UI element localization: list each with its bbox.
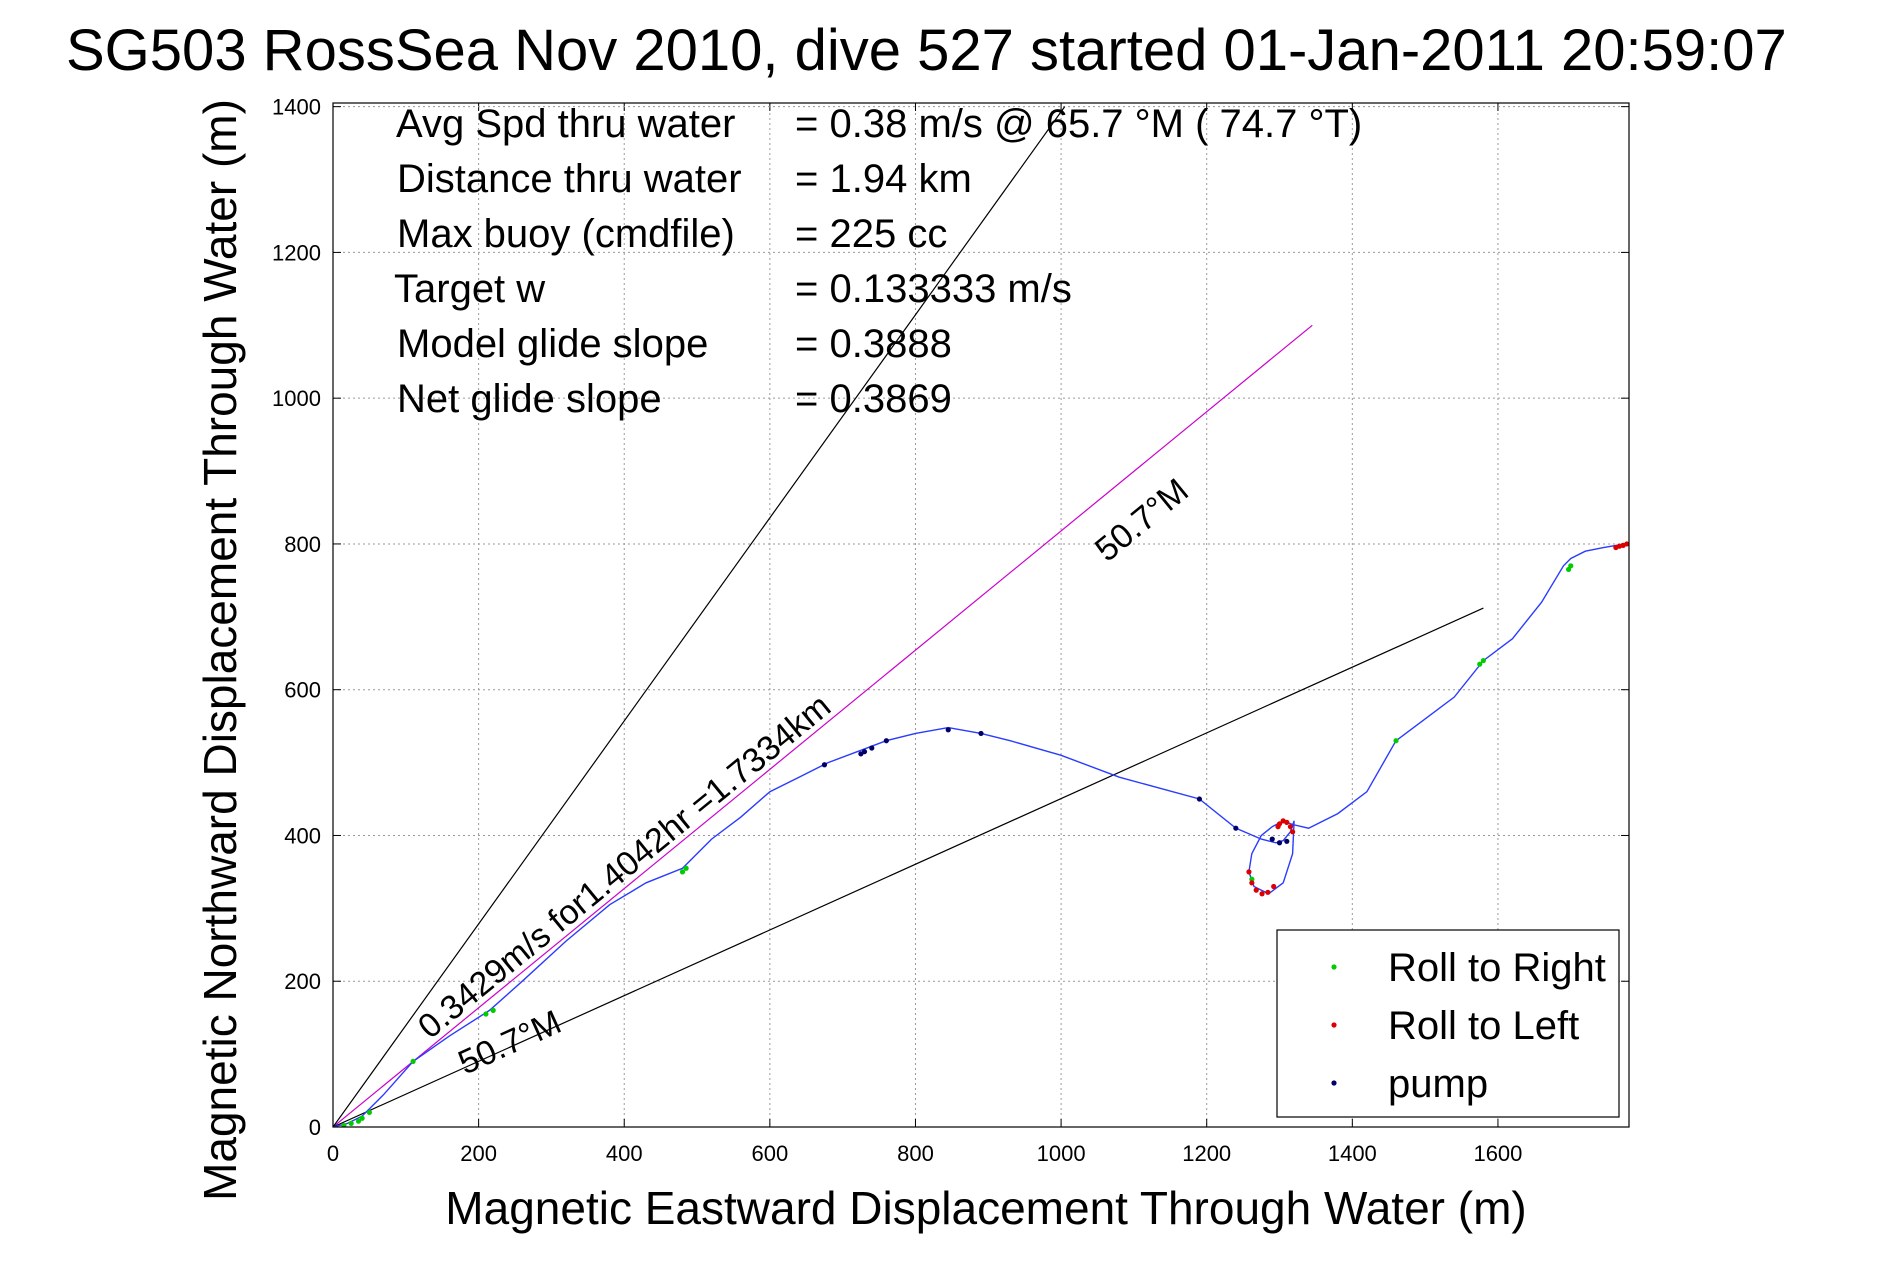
y-axis-title: Magnetic Northward Displacement Through … [194, 99, 246, 1201]
roll-to-left-point [1271, 883, 1277, 890]
info-label: Max buoy (cmdfile) [397, 212, 735, 256]
plot-frame [332, 102, 1630, 1128]
x-tick-label: 1600 [1473, 1141, 1522, 1166]
x-tick-label: 1200 [1182, 1141, 1231, 1166]
pump-point [869, 745, 875, 751]
reference-line-lower-bound [333, 607, 1484, 1127]
info-value: = 0.3888 [795, 322, 952, 366]
roll-to-left-point [1284, 819, 1290, 825]
pump-point [1196, 796, 1203, 802]
roll-to-right-point [483, 1011, 489, 1017]
x-tick-label: 200 [460, 1141, 497, 1166]
y-tick-label: 1400 [272, 95, 321, 120]
x-tick-label: 1400 [1328, 1141, 1377, 1166]
roll-to-left-point [1290, 829, 1296, 835]
y-tick-label: 1200 [272, 240, 321, 265]
roll-to-right-point [348, 1120, 354, 1126]
roll-to-left-point [1276, 821, 1283, 827]
legend-marker-pump [1331, 1080, 1337, 1086]
x-tick-labels: 0 200 400 600 800 1000 1200 1400 1600 [327, 1141, 1523, 1166]
roll-to-right-point [359, 1115, 365, 1121]
info-label: Target w [394, 267, 545, 311]
info-value: = 1.94 km [795, 157, 972, 201]
legend-marker-roll-to-right [1331, 964, 1337, 970]
x-tick-label: 600 [751, 1141, 788, 1166]
legend-marker-roll-to-left [1331, 1022, 1337, 1028]
pump-point [821, 762, 828, 768]
legend-label-pump: pump [1388, 1062, 1488, 1106]
roll-to-right-point [1393, 738, 1399, 744]
pump-point [858, 751, 864, 757]
roll-to-left-point [1259, 891, 1265, 897]
pump-point [1269, 836, 1275, 842]
x-tick-label: 1000 [1037, 1141, 1086, 1166]
roll-to-right-point [1249, 876, 1255, 882]
roll-to-left-point [1249, 880, 1255, 886]
info-value: = 0.38 m/s @ 65.7 °M ( 74.7 °T) [795, 102, 1362, 146]
roll-to-right-point [490, 1007, 496, 1013]
y-tick-labels: 0 200 400 600 800 1000 1200 1400 [272, 95, 321, 1140]
reference-lines [333, 106, 1484, 1127]
legend-label-roll-to-left: Roll to Left [1388, 1004, 1579, 1048]
roll-to-left-point [1287, 824, 1294, 830]
y-tick-label: 600 [284, 678, 321, 703]
roll-to-right-point [679, 869, 686, 875]
info-value: = 0.3869 [795, 377, 952, 421]
reference-line-upper-bound [333, 106, 1066, 1127]
x-tick-label: 400 [606, 1141, 643, 1166]
x-tick-label: 800 [897, 1141, 934, 1166]
pump-point [1276, 840, 1283, 846]
y-tick-label: 400 [284, 823, 321, 848]
roll-to-right-point [683, 865, 689, 871]
pump-point [883, 738, 889, 744]
roll-to-right-point [410, 1058, 416, 1065]
info-label: Avg Spd thru water [396, 102, 735, 146]
reference-line-course [333, 324, 1313, 1127]
track-layer [333, 543, 1626, 1127]
roll-to-left-point [1265, 889, 1271, 895]
legend-label-roll-to-right: Roll to Right [1388, 946, 1606, 990]
roll-to-left-point [1246, 869, 1252, 875]
info-label: Net glide slope [397, 377, 662, 421]
legend: Roll to Right Roll to Left pump [1276, 929, 1620, 1118]
y-tick-label: 1000 [272, 386, 321, 411]
info-label: Distance thru water [397, 157, 742, 201]
roll-to-right-point [341, 1122, 347, 1127]
chart-title: SG503 RossSea Nov 2010, dive 527 started… [66, 18, 1787, 83]
roll-to-left-point [1253, 887, 1259, 893]
pump-point [1233, 825, 1239, 831]
glider-track [333, 543, 1626, 1127]
pump-point [978, 730, 984, 737]
pump-point [1284, 838, 1290, 844]
info-label: Model glide slope [397, 322, 708, 366]
roll-to-right-point [1568, 563, 1574, 569]
info-block: Avg Spd thru water = 0.38 m/s @ 65.7 °M (… [394, 102, 1362, 421]
roll-to-right-point [1477, 661, 1483, 667]
y-tick-label: 0 [309, 1115, 321, 1140]
y-tick-label: 800 [284, 532, 321, 557]
x-axis-title: Magnetic Eastward Displacement Through W… [445, 1182, 1526, 1234]
roll-to-left-point [1624, 541, 1629, 547]
info-value: = 225 cc [795, 212, 947, 256]
roll-to-right-point [355, 1118, 362, 1124]
x-tick-label: 0 [327, 1141, 339, 1166]
y-tick-label: 200 [284, 969, 321, 994]
info-value: = 0.133333 m/s [795, 267, 1072, 311]
pump-point [945, 727, 951, 733]
roll-to-right-point [366, 1109, 373, 1116]
marker-layer [341, 541, 1629, 1127]
roll-to-right-point [1480, 657, 1486, 664]
